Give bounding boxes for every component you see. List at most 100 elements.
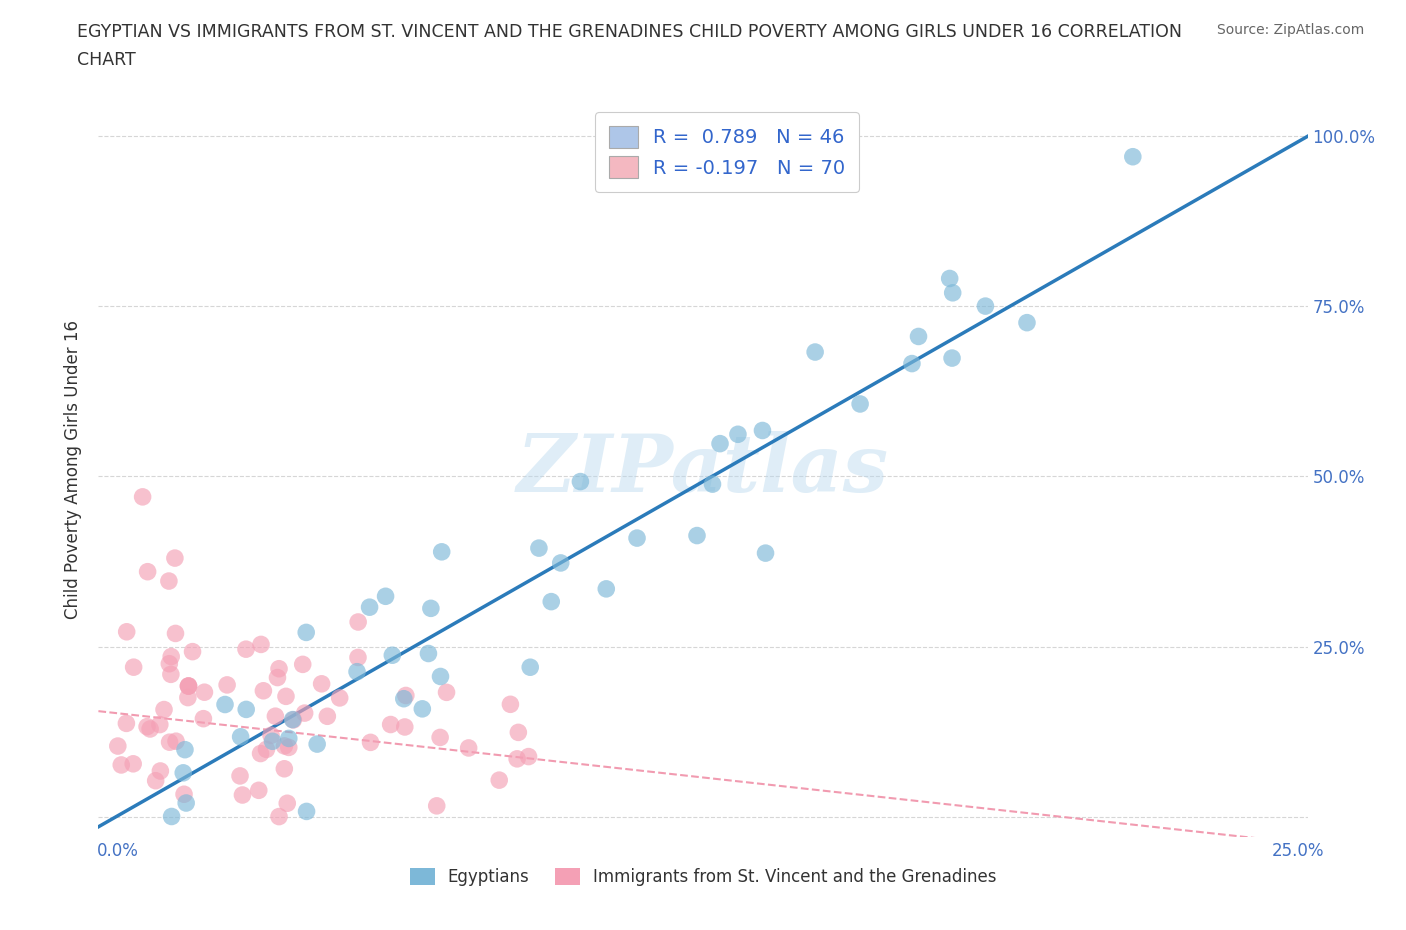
- Point: [247, 783, 270, 798]
- Point: [273, 762, 295, 777]
- Point: [381, 648, 404, 663]
- Point: [181, 644, 204, 659]
- Point: [938, 271, 960, 286]
- Point: [804, 345, 827, 360]
- Point: [174, 742, 197, 757]
- Point: [267, 661, 290, 676]
- Point: [1122, 150, 1144, 165]
- Point: [550, 555, 572, 570]
- Point: [508, 725, 530, 740]
- Point: [163, 551, 186, 565]
- Point: [727, 427, 749, 442]
- Point: [139, 722, 162, 737]
- Point: [260, 728, 283, 743]
- Point: [177, 679, 200, 694]
- Point: [131, 489, 153, 504]
- Point: [360, 735, 382, 750]
- Point: [295, 804, 318, 818]
- Point: [266, 671, 288, 685]
- Point: [277, 731, 299, 746]
- Point: [157, 657, 180, 671]
- Point: [193, 684, 215, 699]
- Point: [686, 528, 709, 543]
- Point: [429, 730, 451, 745]
- Point: [235, 702, 257, 717]
- Point: [295, 625, 318, 640]
- Point: [145, 773, 167, 788]
- Point: [264, 709, 287, 724]
- Point: [107, 738, 129, 753]
- Point: [115, 716, 138, 731]
- Point: [281, 712, 304, 727]
- Point: [942, 286, 965, 300]
- Point: [395, 688, 418, 703]
- Point: [751, 423, 773, 438]
- Point: [457, 740, 479, 755]
- Point: [173, 787, 195, 802]
- Point: [329, 690, 352, 705]
- Point: [177, 679, 200, 694]
- Point: [276, 796, 298, 811]
- Point: [277, 740, 299, 755]
- Point: [1015, 315, 1038, 330]
- Point: [159, 735, 181, 750]
- Point: [359, 600, 381, 615]
- Point: [231, 788, 253, 803]
- Point: [394, 720, 416, 735]
- Point: [217, 677, 239, 692]
- Point: [311, 676, 333, 691]
- Point: [294, 706, 316, 721]
- Point: [380, 717, 402, 732]
- Point: [165, 734, 187, 749]
- Point: [419, 601, 441, 616]
- Point: [347, 615, 370, 630]
- Point: [346, 664, 368, 679]
- Point: [267, 809, 290, 824]
- Point: [174, 795, 197, 810]
- Point: [527, 540, 550, 555]
- Point: [160, 667, 183, 682]
- Point: [165, 626, 187, 641]
- Point: [569, 474, 592, 489]
- Point: [849, 396, 872, 411]
- Point: [392, 691, 415, 706]
- Point: [436, 684, 458, 699]
- Point: [430, 544, 453, 559]
- Point: [702, 477, 724, 492]
- Point: [274, 689, 297, 704]
- Point: [595, 581, 617, 596]
- Point: [177, 690, 200, 705]
- Point: [149, 717, 172, 732]
- Point: [411, 701, 433, 716]
- Point: [229, 768, 252, 783]
- Point: [136, 719, 159, 734]
- Point: [160, 809, 183, 824]
- Point: [136, 565, 159, 579]
- Legend: Egyptians, Immigrants from St. Vincent and the Grenadines: Egyptians, Immigrants from St. Vincent a…: [401, 860, 1005, 895]
- Point: [252, 684, 274, 698]
- Point: [172, 765, 194, 780]
- Y-axis label: Child Poverty Among Girls Under 16: Child Poverty Among Girls Under 16: [65, 320, 83, 619]
- Point: [235, 642, 257, 657]
- Point: [499, 697, 522, 711]
- Point: [418, 646, 440, 661]
- Point: [157, 574, 180, 589]
- Point: [754, 546, 776, 561]
- Point: [626, 531, 648, 546]
- Point: [153, 702, 176, 717]
- Point: [519, 659, 541, 674]
- Point: [110, 758, 132, 773]
- Point: [941, 351, 963, 365]
- Text: ZIPatlas: ZIPatlas: [517, 431, 889, 509]
- Point: [229, 729, 252, 744]
- Text: Source: ZipAtlas.com: Source: ZipAtlas.com: [1216, 23, 1364, 37]
- Point: [122, 659, 145, 674]
- Point: [291, 657, 314, 671]
- Point: [307, 737, 329, 751]
- Point: [273, 738, 295, 753]
- Point: [517, 750, 540, 764]
- Point: [974, 299, 997, 313]
- Point: [122, 756, 145, 771]
- Point: [907, 329, 929, 344]
- Point: [283, 712, 305, 727]
